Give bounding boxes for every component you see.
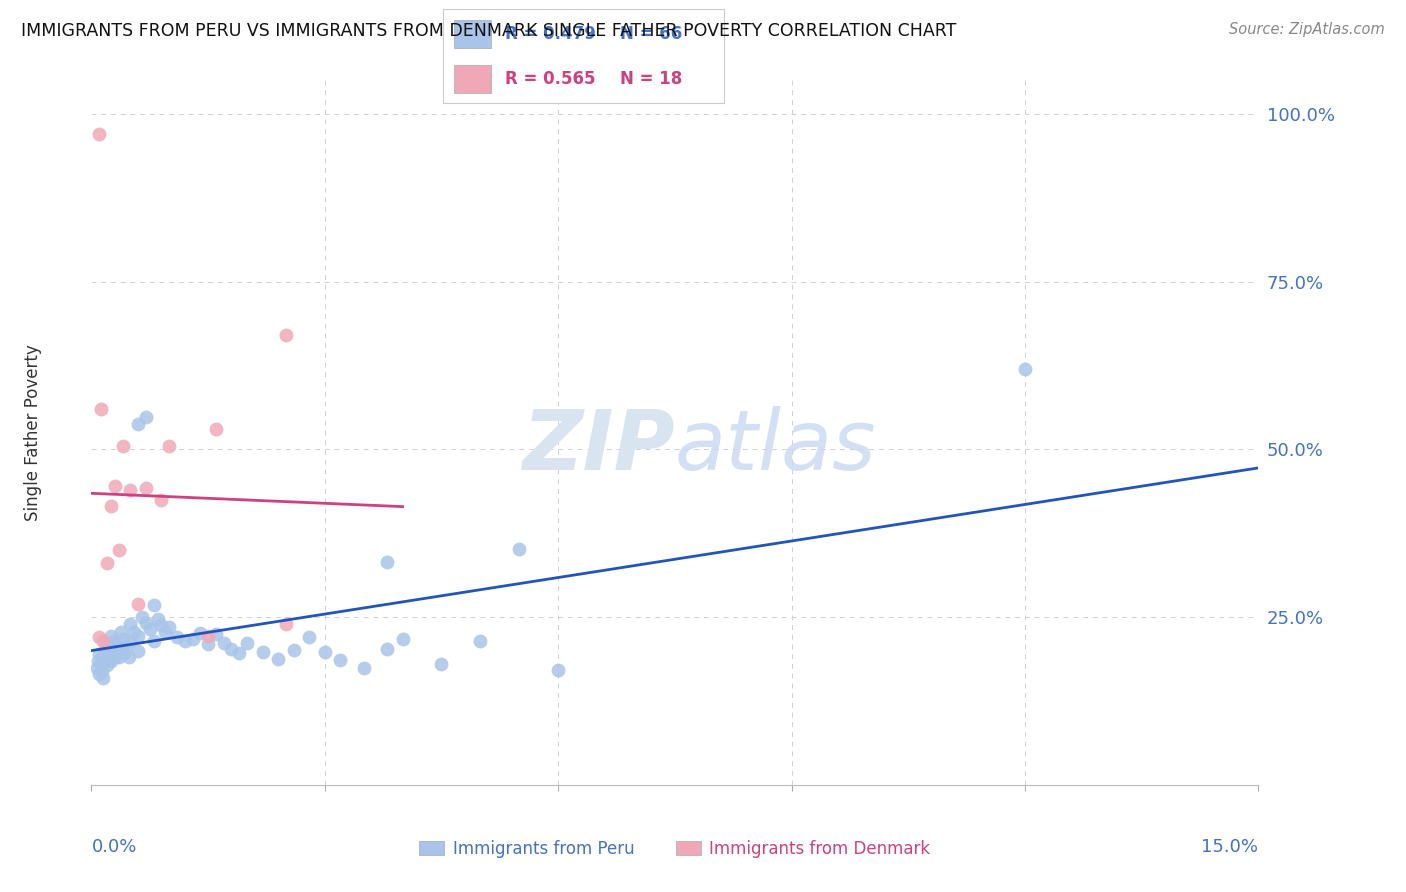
Point	[375, 642, 398, 657]
Point	[90, 664, 112, 678]
Point	[120, 483, 142, 497]
Legend: Immigrants from Peru, Immigrants from Denmark: Immigrants from Peru, Immigrants from De…	[413, 833, 936, 864]
Point	[236, 635, 259, 649]
Point	[111, 439, 134, 453]
Point	[188, 626, 211, 640]
Point	[267, 652, 290, 666]
Point	[104, 633, 127, 648]
Point	[86, 654, 108, 668]
Point	[96, 557, 118, 571]
Point	[105, 639, 128, 653]
Text: IMMIGRANTS FROM PERU VS IMMIGRANTS FROM DENMARK SINGLE FATHER POVERTY CORRELATIO: IMMIGRANTS FROM PERU VS IMMIGRANTS FROM …	[21, 22, 956, 40]
Point	[298, 630, 321, 644]
Point	[127, 644, 149, 658]
Point	[375, 555, 398, 569]
Point	[430, 657, 453, 672]
Text: N = 66: N = 66	[620, 25, 682, 43]
Point	[314, 645, 336, 659]
Point	[205, 627, 228, 641]
Point	[120, 616, 142, 631]
Point	[138, 622, 162, 636]
Point	[96, 650, 118, 665]
Point	[150, 492, 173, 507]
Point	[173, 633, 195, 648]
Point	[90, 402, 112, 417]
Point	[150, 618, 173, 632]
Point	[112, 646, 135, 660]
Point	[205, 422, 228, 436]
Point	[93, 642, 115, 657]
Text: R = 0.479: R = 0.479	[505, 25, 596, 43]
Point	[353, 660, 375, 674]
Point	[111, 632, 134, 646]
Point	[104, 650, 127, 665]
Point	[1014, 362, 1036, 376]
Point	[221, 642, 243, 657]
Point	[135, 481, 157, 495]
Point	[91, 649, 114, 664]
Point	[157, 439, 180, 453]
Bar	[454, 65, 491, 94]
Point	[107, 543, 129, 558]
Point	[127, 629, 149, 643]
Point	[115, 639, 138, 653]
Point	[100, 629, 122, 643]
Point	[89, 630, 111, 644]
Point	[166, 630, 188, 644]
Point	[470, 633, 492, 648]
Point	[86, 660, 108, 674]
Text: atlas: atlas	[675, 406, 876, 487]
Text: Source: ZipAtlas.com: Source: ZipAtlas.com	[1229, 22, 1385, 37]
Point	[104, 479, 127, 493]
Point	[110, 624, 132, 639]
Point	[274, 328, 297, 343]
Point	[142, 598, 165, 612]
Point	[91, 671, 114, 685]
Point	[101, 644, 124, 658]
Point	[135, 410, 157, 425]
Point	[97, 637, 120, 651]
Point	[391, 632, 413, 647]
Point	[283, 643, 305, 657]
Point	[100, 500, 122, 514]
Text: N = 18: N = 18	[620, 70, 682, 88]
Text: ZIP: ZIP	[522, 406, 675, 487]
Point	[547, 663, 569, 677]
Point	[135, 615, 157, 630]
Point	[212, 635, 235, 649]
Point	[107, 650, 129, 665]
Point	[91, 633, 114, 648]
Point	[197, 637, 219, 651]
Point	[89, 647, 111, 661]
Point	[274, 616, 297, 631]
Point	[329, 653, 352, 667]
Point	[90, 657, 112, 672]
Point	[100, 654, 122, 668]
Point	[89, 667, 111, 681]
Point	[155, 624, 177, 639]
Point	[181, 632, 204, 646]
Point	[252, 645, 274, 659]
Point	[508, 541, 530, 556]
Point	[127, 417, 149, 431]
Text: 15.0%: 15.0%	[1201, 838, 1258, 855]
Point	[96, 658, 118, 673]
Point	[146, 611, 169, 625]
Point	[197, 629, 219, 643]
Point	[228, 646, 250, 660]
Text: Single Father Poverty: Single Father Poverty	[24, 344, 42, 521]
Bar	[454, 21, 491, 48]
Point	[120, 633, 142, 648]
Point	[157, 619, 180, 633]
Text: R = 0.565: R = 0.565	[505, 70, 595, 88]
Point	[131, 609, 153, 624]
Text: 0.0%: 0.0%	[91, 838, 136, 855]
Point	[127, 597, 149, 611]
Point	[94, 654, 117, 668]
Point	[89, 127, 111, 141]
Point	[142, 633, 165, 648]
Point	[118, 650, 141, 665]
Point	[122, 624, 145, 639]
